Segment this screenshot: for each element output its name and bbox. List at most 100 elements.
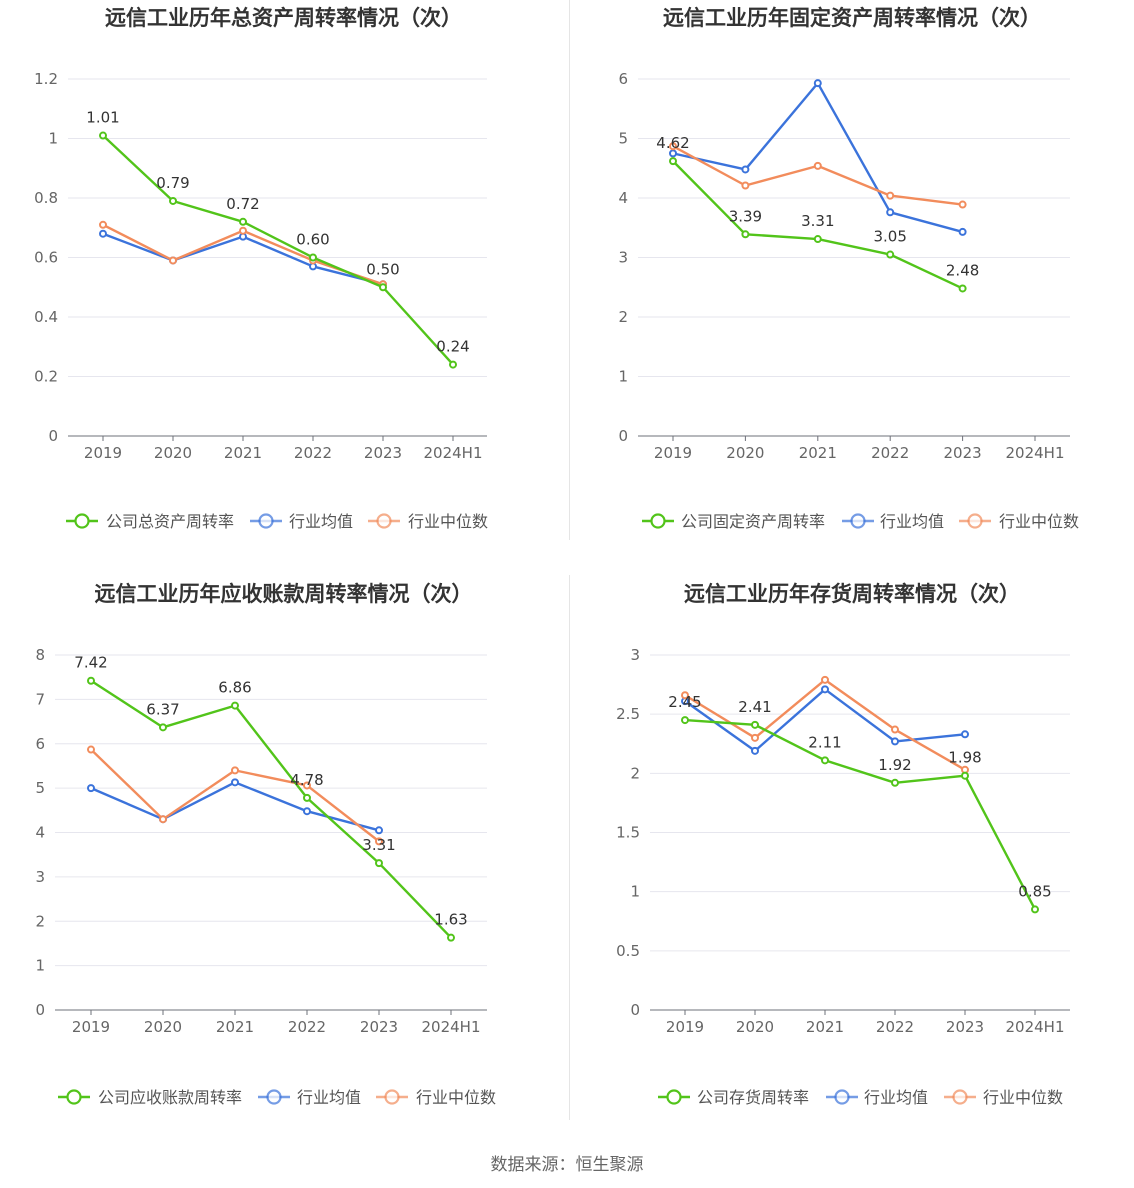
panel-divider-bottom	[569, 575, 570, 1120]
y-tick-label: 1	[630, 883, 640, 901]
data-point	[813, 235, 822, 244]
x-tick-label: 2020	[154, 444, 192, 462]
mean-series	[669, 79, 967, 236]
x-tick-label: 2023	[364, 444, 402, 462]
y-tick-label: 5	[618, 130, 628, 148]
chart-title: 远信工业历年应收账款周转率情况（次）	[94, 582, 473, 606]
circle-line-icon	[959, 513, 991, 529]
legend-item-company-series[interactable]: 公司总资产周转率	[66, 512, 234, 531]
data-point	[813, 161, 822, 170]
legend-label: 公司存货周转率	[697, 1088, 809, 1107]
data-point	[449, 360, 457, 369]
x-tick-label: 2024H1	[424, 444, 483, 462]
legend-item-median-series[interactable]: 行业中位数	[944, 1088, 1063, 1107]
data-label: 1.63	[434, 911, 467, 929]
legend-item-median-series[interactable]: 行业中位数	[376, 1088, 496, 1107]
y-tick-label: 1	[618, 368, 628, 386]
x-tick-label: 2022	[876, 1018, 914, 1036]
data-point	[375, 837, 383, 846]
mean-series	[99, 229, 387, 289]
circle-line-icon	[826, 1089, 858, 1105]
data-label: 0.50	[366, 260, 399, 278]
data-point	[886, 208, 895, 217]
chart-svg: 0 1 2 3 4 5 6 7 8 2019 2020 2021 2022 2023 2024H1 7.42 6…	[35, 646, 496, 1107]
legend-label: 公司应收账款周转率	[98, 1088, 242, 1107]
data-label: 4.62	[656, 134, 689, 152]
x-tick-label: 2024H1	[1006, 444, 1065, 462]
data-point	[821, 756, 829, 765]
legend-item-median-series[interactable]: 行业中位数	[368, 512, 488, 531]
series-line	[102, 134, 454, 366]
x-tick-label: 2024H1	[422, 1018, 481, 1036]
data-point	[669, 149, 677, 158]
data-point	[87, 745, 95, 754]
data-point	[958, 227, 967, 236]
data-label: 0.85	[1018, 882, 1051, 900]
legend-label: 行业中位数	[983, 1088, 1063, 1107]
x-tick-label: 2021	[806, 1018, 844, 1036]
data-point	[169, 196, 177, 205]
data-point	[169, 256, 177, 265]
data-label: 3.31	[362, 836, 395, 854]
y-tick-label: 1.2	[34, 70, 58, 88]
data-point	[886, 191, 895, 200]
data-point	[741, 181, 750, 190]
legend-item-mean-series[interactable]: 行业均值	[250, 512, 353, 531]
y-tick-label: 1	[35, 957, 45, 975]
chart-title: 远信工业历年总资产周转率情况（次）	[105, 6, 462, 30]
data-label: 3.31	[801, 212, 834, 230]
legend-item-mean-series[interactable]: 行业均值	[842, 512, 944, 531]
chart-receivables-turnover: 远信工业历年应收账款周转率情况（次） 0 1 2 3 4 5 6 7 8 2019 2020 2021…	[0, 576, 567, 1121]
data-point	[961, 771, 969, 780]
x-tick-label: 2022	[294, 444, 332, 462]
data-source: 数据来源：恒生聚源	[490, 1155, 644, 1175]
y-tick-label: 2	[630, 764, 640, 782]
y-tick-label: 6	[618, 70, 628, 88]
x-tick-label: 2019	[654, 444, 692, 462]
data-point	[231, 766, 239, 775]
y-tick-label: 0.5	[616, 942, 640, 960]
panel-divider-top	[569, 0, 570, 540]
data-point	[813, 79, 822, 88]
legend-item-mean-series[interactable]: 行业均值	[258, 1088, 361, 1107]
data-label: 1.98	[948, 749, 981, 767]
data-point	[231, 701, 239, 710]
data-label: 2.41	[738, 698, 771, 716]
y-tick-label: 2	[618, 308, 628, 326]
company-series: 2.45 2.41 2.11 1.92 1.98 0.85	[668, 693, 1052, 914]
series-line	[672, 81, 963, 234]
data-point	[669, 142, 677, 151]
series-line	[684, 678, 966, 771]
median-series	[87, 745, 383, 846]
x-tick-label: 2019	[84, 444, 122, 462]
data-label: 0.79	[156, 174, 189, 192]
legend-item-mean-series[interactable]: 行业均值	[826, 1088, 928, 1107]
circle-line-icon	[944, 1089, 976, 1105]
legend-label: 公司固定资产周转率	[681, 512, 825, 531]
x-tick-label: 2024H1	[1006, 1018, 1065, 1036]
mean-series	[87, 778, 383, 835]
data-point	[886, 250, 895, 259]
data-point	[741, 230, 750, 239]
y-tick-label: 5	[35, 779, 45, 797]
legend-item-company-series[interactable]: 公司应收账款周转率	[58, 1088, 242, 1107]
data-point	[958, 200, 967, 209]
circle-line-icon	[250, 513, 282, 529]
data-point	[159, 815, 167, 824]
circle-line-icon	[658, 1089, 690, 1105]
data-point	[309, 253, 317, 262]
data-point	[379, 283, 387, 292]
data-point	[303, 807, 311, 816]
x-tick-label: 2021	[216, 1018, 254, 1036]
data-point	[303, 781, 311, 790]
company-series: 4.62 3.39 3.31 3.05 2.48	[656, 134, 979, 293]
data-point	[447, 933, 455, 942]
y-tick-label: 3	[618, 249, 628, 267]
data-point	[239, 217, 247, 226]
series-line	[102, 232, 384, 286]
y-tick-label: 0	[630, 1001, 640, 1019]
data-point	[231, 778, 239, 787]
legend-item-company-series[interactable]: 公司存货周转率	[658, 1088, 809, 1107]
legend-item-company-series[interactable]: 公司固定资产周转率	[642, 512, 825, 531]
legend-item-median-series[interactable]: 行业中位数	[959, 512, 1079, 531]
